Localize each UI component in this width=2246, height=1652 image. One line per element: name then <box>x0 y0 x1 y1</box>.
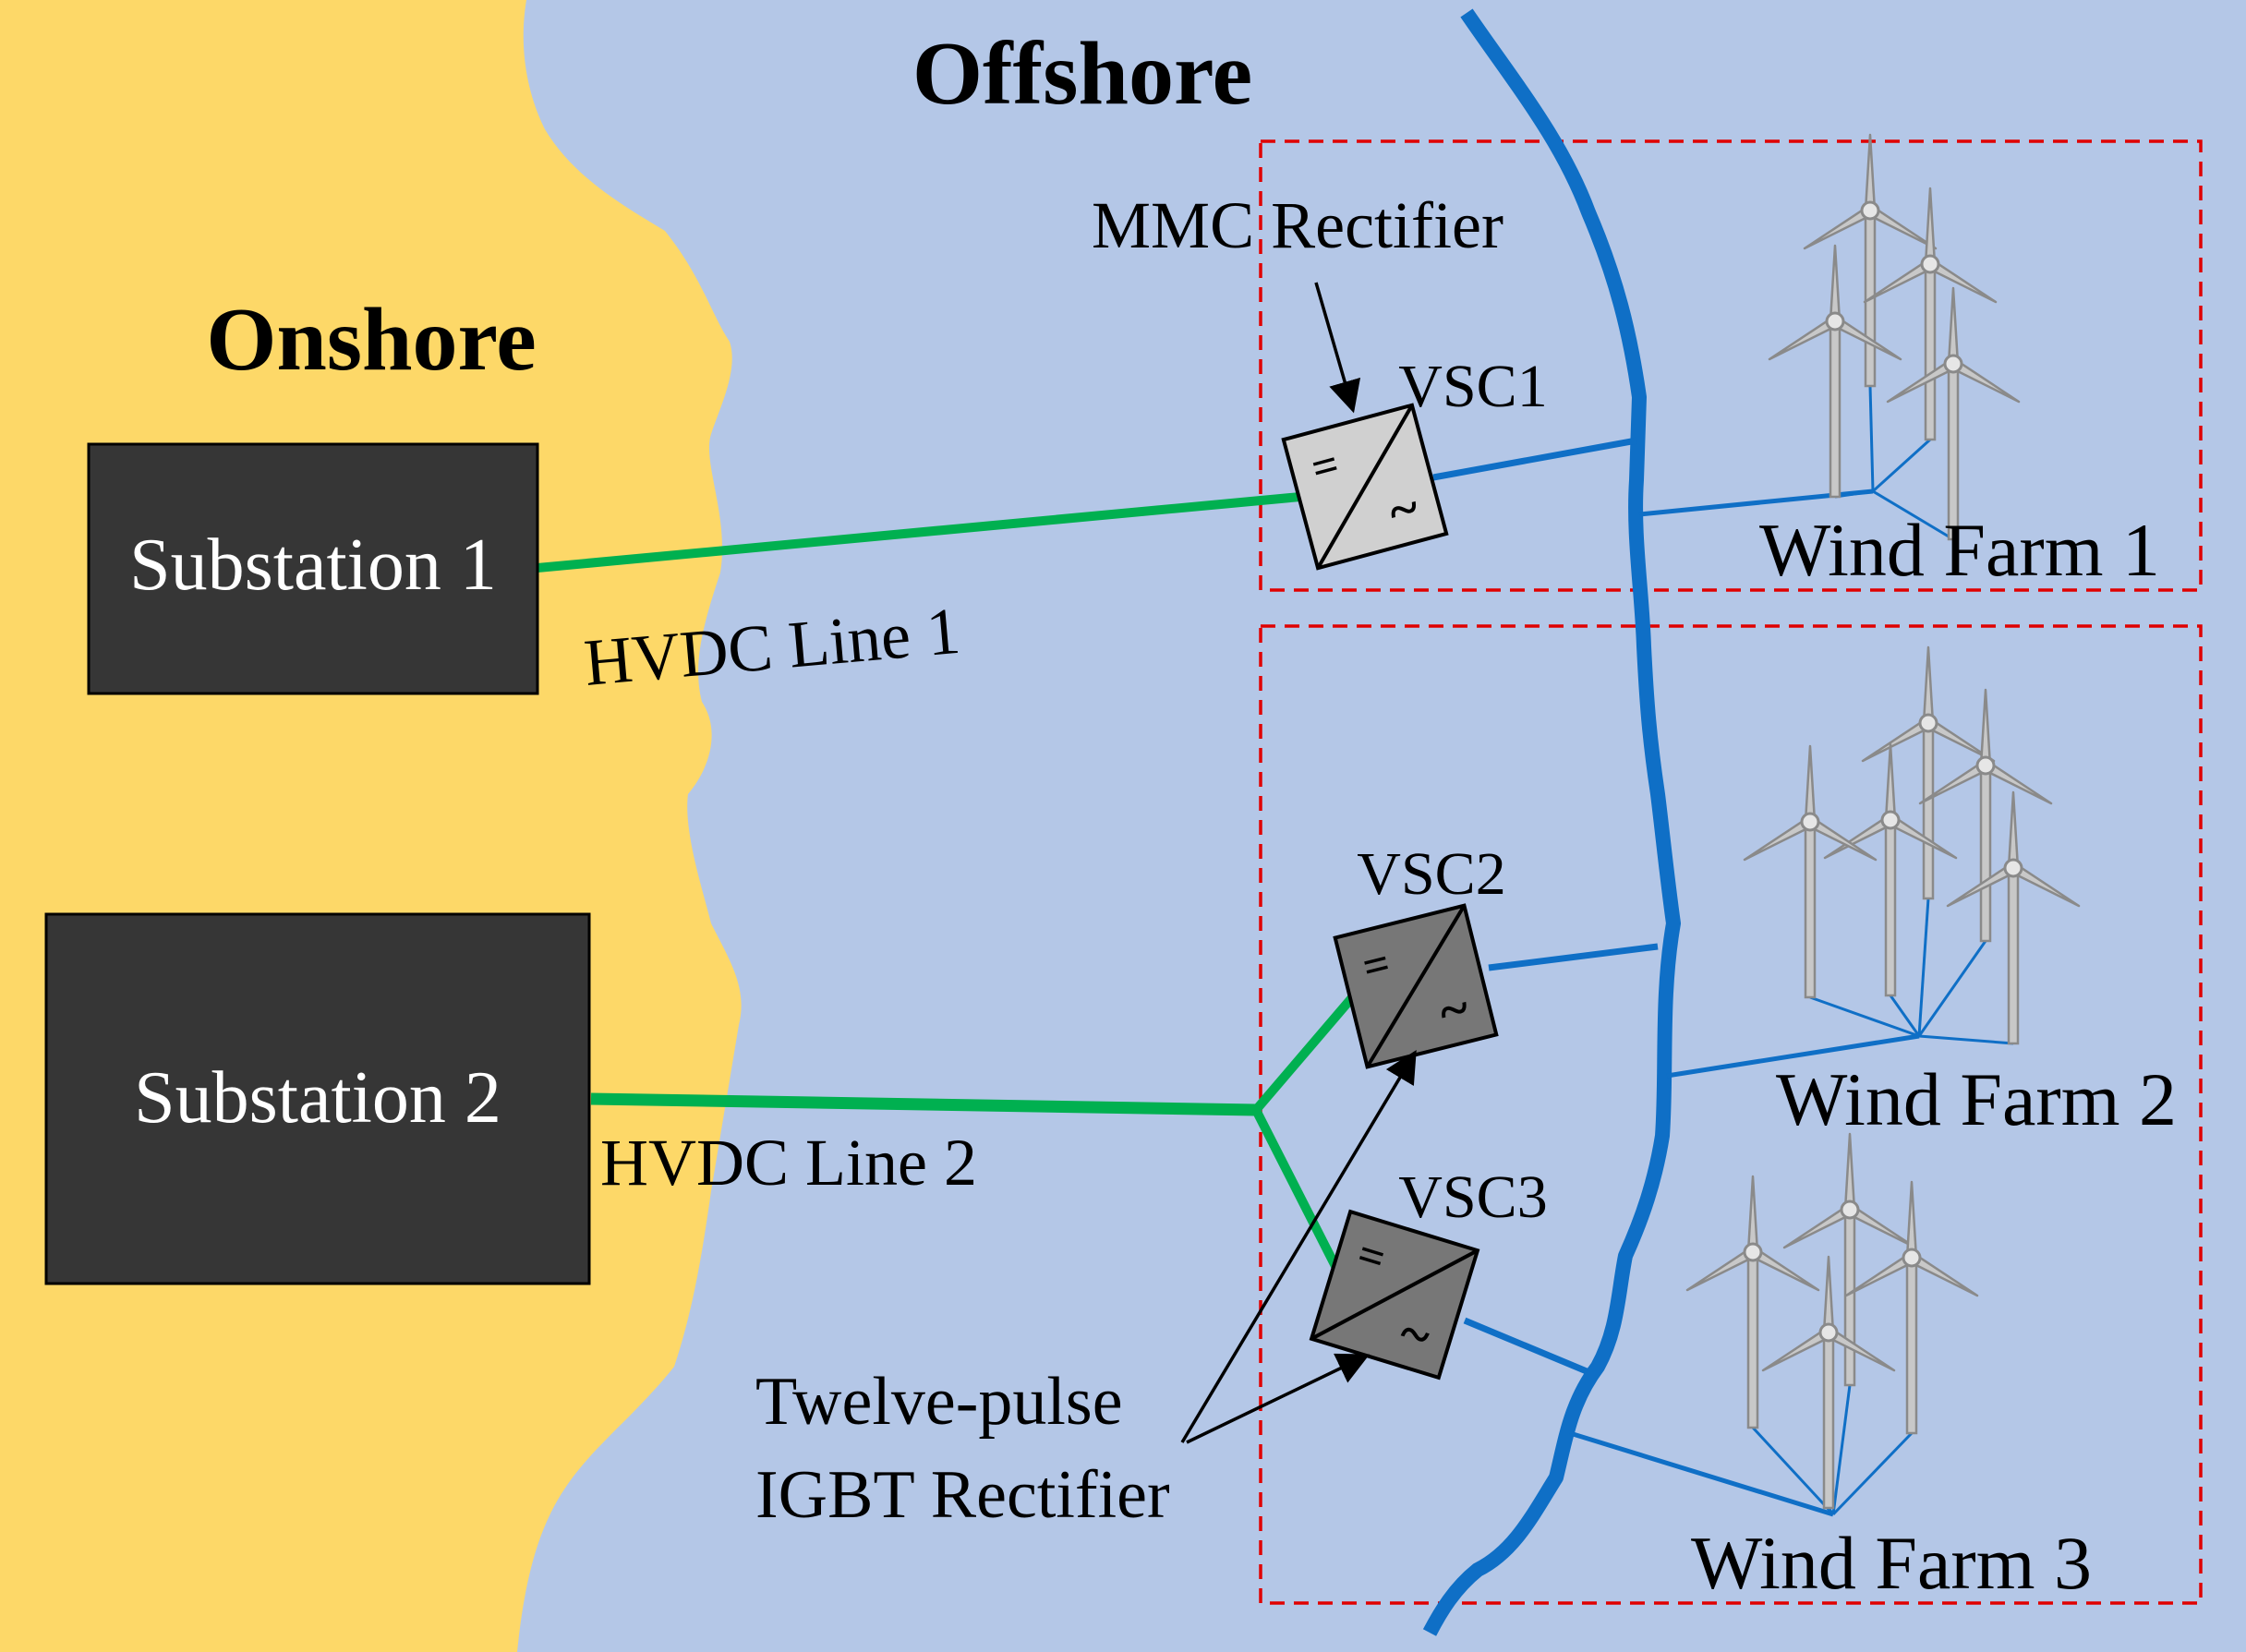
onshore-label: Onshore <box>206 290 537 390</box>
collector-cable <box>1871 438 1932 493</box>
offshore-ac-bus <box>1422 8 1681 1636</box>
substation-2-box <box>44 912 591 1285</box>
wind-farm-3-turbines <box>1685 1132 1979 1516</box>
wind-turbine-icon <box>1886 286 2021 541</box>
collector-cable <box>1917 940 1987 1037</box>
wind-turbine-icon <box>1782 1132 1917 1387</box>
wind-turbine-icon <box>1761 1255 1896 1510</box>
collector-cable <box>1918 1034 2014 1045</box>
collector-cable <box>1917 898 1930 1037</box>
twelve-pulse-arrow-vsc3 <box>1186 1353 1371 1444</box>
mmc-rectifier-arrow <box>1314 282 1361 414</box>
wind-farm-1-label: Wind Farm 1 <box>1759 508 2160 592</box>
vsc1-label: VSC1 <box>1398 353 1547 420</box>
mmc-rectifier-label: MMC Rectifier <box>1092 188 1503 262</box>
land-area <box>0 0 742 1652</box>
hvdc-line-2-branch-vsc2 <box>1252 992 1358 1114</box>
substation-1-label: Substation 1 <box>129 525 497 606</box>
substation-1-box <box>87 442 539 695</box>
vsc3-ac-link <box>1463 1317 1588 1375</box>
wind-turbine-icon <box>1946 790 2081 1045</box>
collector-cable <box>1809 995 1920 1038</box>
farm-3-feeder <box>1569 1430 1834 1517</box>
hvdc-line-2-label: HVDC Line 2 <box>600 1126 977 1200</box>
wind-turbine-icon <box>1861 645 1996 900</box>
collector-cable <box>1868 385 1875 492</box>
hvdc-line-2-trunk <box>590 1092 1257 1116</box>
farm-2-feeder <box>1666 1033 1920 1079</box>
twelve-pulse-arrow-vsc2 <box>1180 1049 1417 1443</box>
vsc2-ac-link <box>1488 943 1659 971</box>
wind-turbine-icon <box>1844 1180 1979 1435</box>
twelve-pulse-label-line1: Twelve-pulse <box>755 1364 1123 1440</box>
collector-cable <box>1834 489 1874 499</box>
substation-2-label: Substation 2 <box>134 1057 501 1139</box>
wind-farm-1-turbines <box>1768 133 2021 541</box>
wind-farm-2-label: Wind Farm 2 <box>1776 1057 2177 1141</box>
wind-farm-2-turbines <box>1743 645 2081 1045</box>
twelve-pulse-label-line2: IGBT Rectifier <box>755 1457 1170 1533</box>
vsc2-converter: = ~ <box>1333 903 1499 1069</box>
vsc3-label: VSC3 <box>1398 1164 1547 1231</box>
vsc1-converter: = ~ <box>1281 403 1449 571</box>
wind-turbine-icon <box>1768 244 1902 499</box>
collector-cable <box>1889 995 1921 1037</box>
wind-turbine-icon <box>1918 688 2053 943</box>
vsc1-ac-link <box>1432 437 1637 481</box>
hvdc-line-1 <box>537 492 1301 573</box>
wind-turbine-icon <box>1823 742 1958 997</box>
collector-cable <box>1831 1384 1852 1515</box>
wind-turbine-icon <box>1743 744 1878 999</box>
wind-farm-1-boundary <box>1259 139 2203 592</box>
collector-cable <box>1831 1431 1914 1516</box>
collector-cable <box>1751 1426 1835 1516</box>
wind-turbine-icon <box>1863 187 1998 441</box>
vsc3-converter: = ~ <box>1309 1209 1480 1381</box>
wind-farm-3-label: Wind Farm 3 <box>1691 1521 2092 1605</box>
offshore-label: Offshore <box>912 24 1252 124</box>
collector-cable <box>1872 489 1954 541</box>
vsc2-label: VSC2 <box>1357 840 1505 908</box>
hvdc-line-2-branch-vsc3 <box>1251 1107 1346 1280</box>
wind-turbine-icon <box>1685 1175 1820 1429</box>
